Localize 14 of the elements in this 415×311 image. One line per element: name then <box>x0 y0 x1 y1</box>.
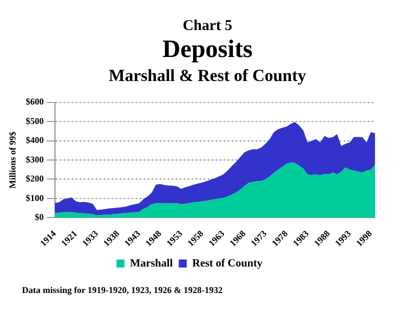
chart-title: Deposits <box>161 36 254 64</box>
legend-label: Rest of County <box>192 257 264 270</box>
y-tick-label: $600 <box>26 96 44 107</box>
y-tick-label: $200 <box>26 174 44 184</box>
y-tick-label: $100 <box>26 192 44 203</box>
legend-label: Marshall <box>130 257 173 270</box>
y-tick-label: $400 <box>26 135 44 146</box>
chart-subtitle: Marshall & Rest of County <box>108 66 308 86</box>
y-tick-label: $500 <box>26 116 44 126</box>
caption: Chart 5 <box>182 18 234 35</box>
text: Data missing for 1919-1920, 1923, 1926 & 1928-1932 <box>22 285 223 295</box>
y-tick-label: $0 <box>34 212 44 222</box>
y-axis-title: Millions of 99$ <box>8 131 18 189</box>
y-tick-label: $300 <box>26 154 44 164</box>
